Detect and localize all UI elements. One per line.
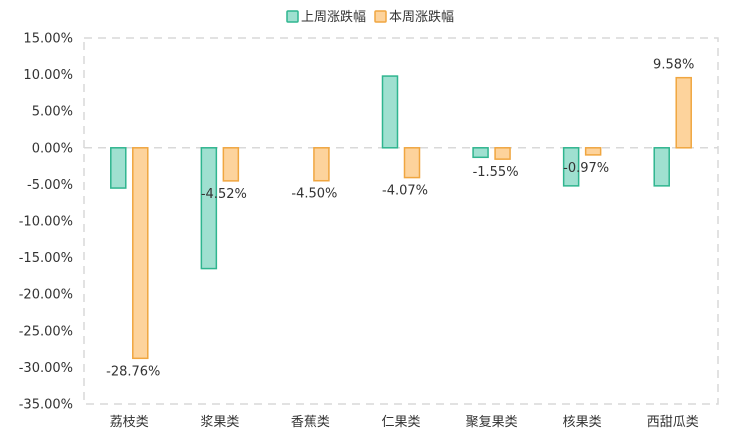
y-tick-label: 15.00%	[23, 32, 73, 47]
data-labels: -28.76% -4.52% -4.50% -4.07% -1.55% -0.97% 9.5…	[106, 58, 694, 380]
y-tick-label: -30.00%	[19, 361, 73, 376]
data-label-this-week: 9.58%	[653, 58, 694, 73]
legend-label-last-week: 上周涨跌幅	[301, 9, 366, 25]
plot-frame	[83, 37, 719, 405]
legend-swatch-last-week	[286, 10, 299, 23]
y-tick-label: -5.00%	[27, 178, 73, 193]
legend-label-this-week: 本周涨跌幅	[389, 9, 454, 25]
bar-this-week	[132, 147, 149, 360]
data-label-this-week: -1.55%	[473, 165, 519, 180]
bar-last-week	[472, 147, 489, 159]
bar-this-week	[222, 147, 240, 182]
bar-this-week	[584, 147, 602, 156]
data-label-this-week: -4.50%	[291, 187, 337, 202]
y-tick-label: -15.00%	[19, 251, 73, 266]
bar-this-week	[675, 76, 692, 149]
y-tick-label: 5.00%	[32, 105, 73, 120]
bar-last-week	[110, 147, 127, 189]
legend-swatch-this-week	[374, 10, 387, 23]
x-category-label: 仁果类	[381, 415, 420, 430]
bar-last-week	[653, 147, 670, 187]
y-tick-label: -35.00%	[19, 398, 73, 413]
data-label-this-week: -4.07%	[382, 184, 428, 199]
x-category-label: 浆果类	[200, 415, 239, 430]
x-category-label: 香蕉类	[291, 415, 330, 430]
bar-this-week	[403, 147, 421, 179]
bar-this-week	[313, 147, 330, 182]
data-label-this-week: -28.76%	[106, 364, 160, 379]
x-category-label: 聚复果类	[466, 415, 518, 430]
x-category-label: 核果类	[563, 415, 602, 430]
bar-last-week	[381, 75, 399, 149]
y-tick-label: 0.00%	[32, 141, 73, 156]
data-label-this-week: -4.52%	[201, 187, 247, 202]
y-tick-label: -25.00%	[19, 324, 73, 339]
data-label-this-week: -0.97%	[563, 161, 609, 176]
y-tick-label: -10.00%	[19, 215, 73, 230]
x-category-label: 荔枝类	[110, 415, 149, 430]
legend: 上周涨跌幅 本周涨跌幅	[286, 9, 454, 25]
plot-border	[83, 37, 719, 405]
x-axis: 荔枝类 浆果类 香蕉类 仁果类 聚复果类 核果类 西甜瓜类	[110, 414, 699, 430]
bar-last-week	[200, 147, 218, 270]
y-axis: 15.00% 10.00% 5.00% 0.00% -5.00% -10.00% -15.0…	[19, 32, 73, 413]
bar-last-week	[562, 147, 580, 187]
x-category-label: 西甜瓜类	[647, 414, 699, 430]
y-tick-label: -20.00%	[19, 288, 73, 303]
bar-this-week	[494, 147, 511, 160]
bars	[110, 75, 692, 360]
y-tick-label: 10.00%	[23, 68, 73, 83]
